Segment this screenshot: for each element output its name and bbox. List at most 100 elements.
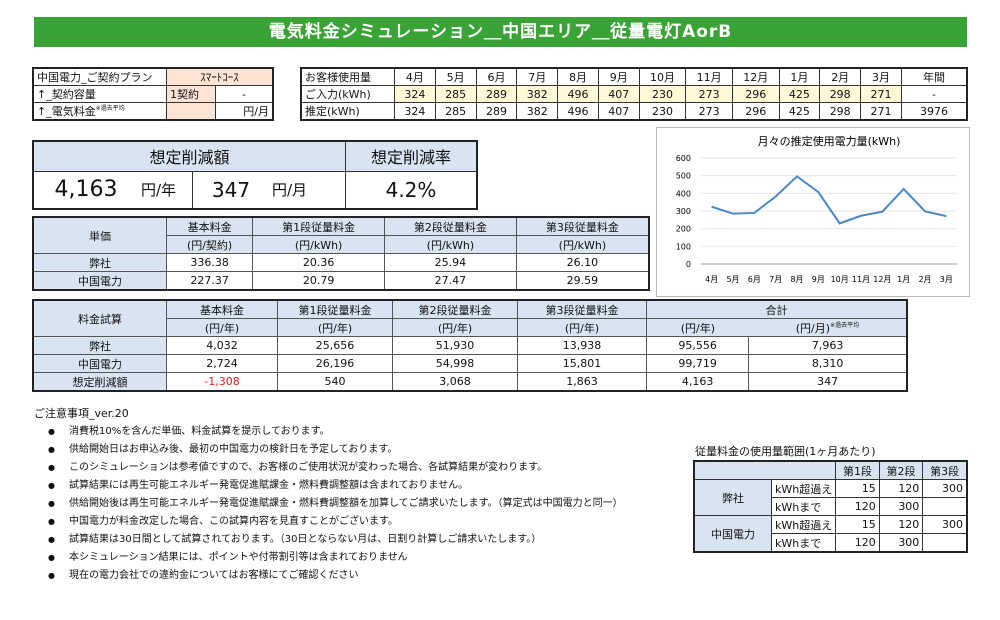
usage-estimate-annual: 3976 <box>901 102 968 121</box>
note-item: ● 試算結果には再生可能エネルギー発電促進賦課金・燃料費調整額は含まれておりません… <box>34 477 684 495</box>
note-text: 供給開始後は再生可能エネルギー発電促進賦課金・燃料費調整額を加算してご請求いたし… <box>68 498 623 509</box>
range-cell: 300 <box>922 515 968 534</box>
usage-input-cell[interactable]: 271 <box>860 85 902 103</box>
usage-chart-svg: 月々の推定使用電力量(kWh) 0 100 200 300 400 500 600 4月 5月… <box>676 134 957 284</box>
chart-x-tick: 8月 <box>790 275 803 284</box>
chart-x-tick: 2月 <box>918 275 931 284</box>
calc-cell: 4,032 <box>166 336 278 355</box>
unit-col-tier3: 第3段従量料金 <box>515 216 650 236</box>
bullet-icon: ● <box>48 535 55 544</box>
note-text: 試算結果は30日間として試算されております。（30日とならない月は、日割り計算し… <box>68 534 542 545</box>
plan-value[interactable]: ｽﾏｰﾄｺｰｽ <box>166 67 274 86</box>
capacity-unit: - <box>215 85 274 103</box>
unit-cell: 336.38 <box>165 253 254 272</box>
unit-cell: 29.59 <box>515 271 650 291</box>
calc-cell: 1,863 <box>517 372 647 392</box>
bill-label-note: ※過去平均 <box>95 105 125 112</box>
unit-col-tier3-unit: (円/kWh) <box>515 235 650 254</box>
range-row-name: 中国電力 <box>693 515 772 553</box>
usage-input-cell[interactable]: 407 <box>597 85 640 103</box>
usage-month-header: 2月 <box>819 67 862 86</box>
calc-col-tier3-unit: (円/年) <box>517 318 647 337</box>
usage-estimate-cell: 273 <box>685 102 733 121</box>
unit-col-tier1: 第1段従量料金 <box>252 216 385 236</box>
calc-col-total: 合計 <box>646 299 908 319</box>
note-text: 消費税10%を含んだ単価、料金試算を提示しております。 <box>68 426 330 437</box>
unit-col-tier2-unit: (円/kWh) <box>384 235 517 254</box>
chart-x-tick: 11月 <box>852 275 870 284</box>
chart-x-tick: 5月 <box>726 275 739 284</box>
unit-col-tier1-unit: (円/kWh) <box>252 235 385 254</box>
note-item: ● 供給開始後は再生可能エネルギー発電促進賦課金・燃料費調整額を加算してご請求いた… <box>34 495 684 513</box>
usage-month-header: 3月 <box>860 67 902 86</box>
range-corner <box>693 460 837 480</box>
range-col-3: 第3段 <box>922 460 968 480</box>
unit-col-tier2: 第2段従量料金 <box>384 216 517 236</box>
unit-cell: 26.10 <box>515 253 650 272</box>
note-item: ● 試算結果は30日間として試算されております。（30日とならない月は、日割り計算… <box>34 531 684 549</box>
usage-month-header: 5月 <box>434 67 477 86</box>
range-cell: 300 <box>878 533 924 553</box>
calc-table: 料金試算 基本料金 第1段従量料金 第2段従量料金 第3段従量料金 合計 (円/… <box>32 299 908 392</box>
bill-value[interactable] <box>166 102 216 121</box>
capacity-value[interactable]: 1契約 <box>166 85 216 103</box>
usage-month-header: 8月 <box>557 67 599 86</box>
chart-y-tick: 100 <box>676 242 691 251</box>
calc-cell: 51,930 <box>392 336 518 355</box>
chart-x-tick: 4月 <box>705 275 718 284</box>
note-text: 試算結果には再生可能エネルギー発電促進賦課金・燃料費調整額は含まれておりません。 <box>68 480 469 491</box>
savings-box: 想定削減額 想定削減率 4,163 円/年 347 円/月 4.2% <box>32 140 478 210</box>
usage-table: お客様使用量 4月 5月 6月 7月 8月 9月 10月 11月 12月 1月 2月 3月 年間 ご入力… <box>300 67 968 121</box>
range-cell: 300 <box>922 479 968 498</box>
range-sub-label: kWh超過え <box>770 515 837 534</box>
savings-amount-label: 想定削減額 <box>32 140 346 172</box>
usage-input-cell[interactable]: 230 <box>638 85 687 103</box>
range-cell: 120 <box>878 479 924 498</box>
range-table: 第1段 第2段 第3段 弊社 kWh超過え 15 120 300 kWhまで 120 300 中… <box>693 460 968 553</box>
usage-estimate-cell: 496 <box>557 102 599 121</box>
usage-month-header: 1月 <box>778 67 821 86</box>
range-cell: 15 <box>835 515 880 534</box>
usage-estimate-cell: 298 <box>819 102 862 121</box>
page-title: 電気料金シミュレーション＿中国エリア＿従量電灯AorB <box>34 17 967 47</box>
usage-input-cell[interactable]: 285 <box>434 85 477 103</box>
usage-estimate-cell: 382 <box>516 102 559 121</box>
calc-col-tier2-unit: (円/年) <box>392 318 518 337</box>
chart-x-tick: 3月 <box>940 275 953 284</box>
calc-col-basic: 基本料金 <box>166 299 278 319</box>
bullet-icon: ● <box>48 553 55 562</box>
usage-month-header: 7月 <box>516 67 559 86</box>
calc-cell: 7,963 <box>748 336 908 355</box>
usage-input-cell[interactable]: 496 <box>557 85 599 103</box>
usage-input-cell[interactable]: 425 <box>778 85 821 103</box>
calc-cell: 26,196 <box>277 354 393 373</box>
usage-input-cell[interactable]: 296 <box>731 85 780 103</box>
notes-list: ● 消費税10%を含んだ単価、料金試算を提示しております。 ● 供給開始日はお申込み後… <box>34 423 684 581</box>
usage-input-cell[interactable]: 273 <box>685 85 733 103</box>
usage-input-cell[interactable]: 289 <box>475 85 518 103</box>
notes: ご注意事項_ver.20 ● 消費税10%を含んだ単価、料金試算を提示しております… <box>34 405 684 581</box>
usage-month-header: 6月 <box>475 67 518 86</box>
unit-price-table: 単価 基本料金 第1段従量料金 第2段従量料金 第3段従量料金 (円/契約) (… <box>32 216 650 291</box>
range-cell: 15 <box>835 479 880 498</box>
usage-estimate-cell: 296 <box>731 102 780 121</box>
calc-row: 想定削減額 -1,308 540 3,068 1,863 4,163 347 <box>32 372 908 392</box>
bill-label: ↑_電気料金※過去平均 <box>32 102 167 121</box>
calc-cell: 15,801 <box>517 354 647 373</box>
calc-total-month-unit: (円/月)※過去平均 <box>748 318 908 337</box>
usage-input-cell[interactable]: 324 <box>394 85 436 103</box>
usage-input-cell[interactable]: 382 <box>516 85 559 103</box>
notes-header: ご注意事項_ver.20 <box>34 407 129 420</box>
range-cell: 120 <box>835 533 880 553</box>
chart-y-tick: 600 <box>676 154 691 163</box>
note-text: 現在の電力会社での違約金についてはお客様にてご確認ください <box>68 570 359 581</box>
calc-cell: 3,068 <box>392 372 518 392</box>
calc-row-name: 弊社 <box>32 336 167 355</box>
usage-input-cell[interactable]: 298 <box>819 85 862 103</box>
chart-x-tick: 1月 <box>897 275 910 284</box>
unit-col-basic-unit: (円/契約) <box>165 235 254 254</box>
chart-series-line <box>711 175 947 225</box>
usage-month-header: 12月 <box>731 67 780 86</box>
note-item: ● 現在の電力会社での違約金についてはお客様にてご確認ください <box>34 567 684 585</box>
calc-cell: -1,308 <box>166 372 278 392</box>
